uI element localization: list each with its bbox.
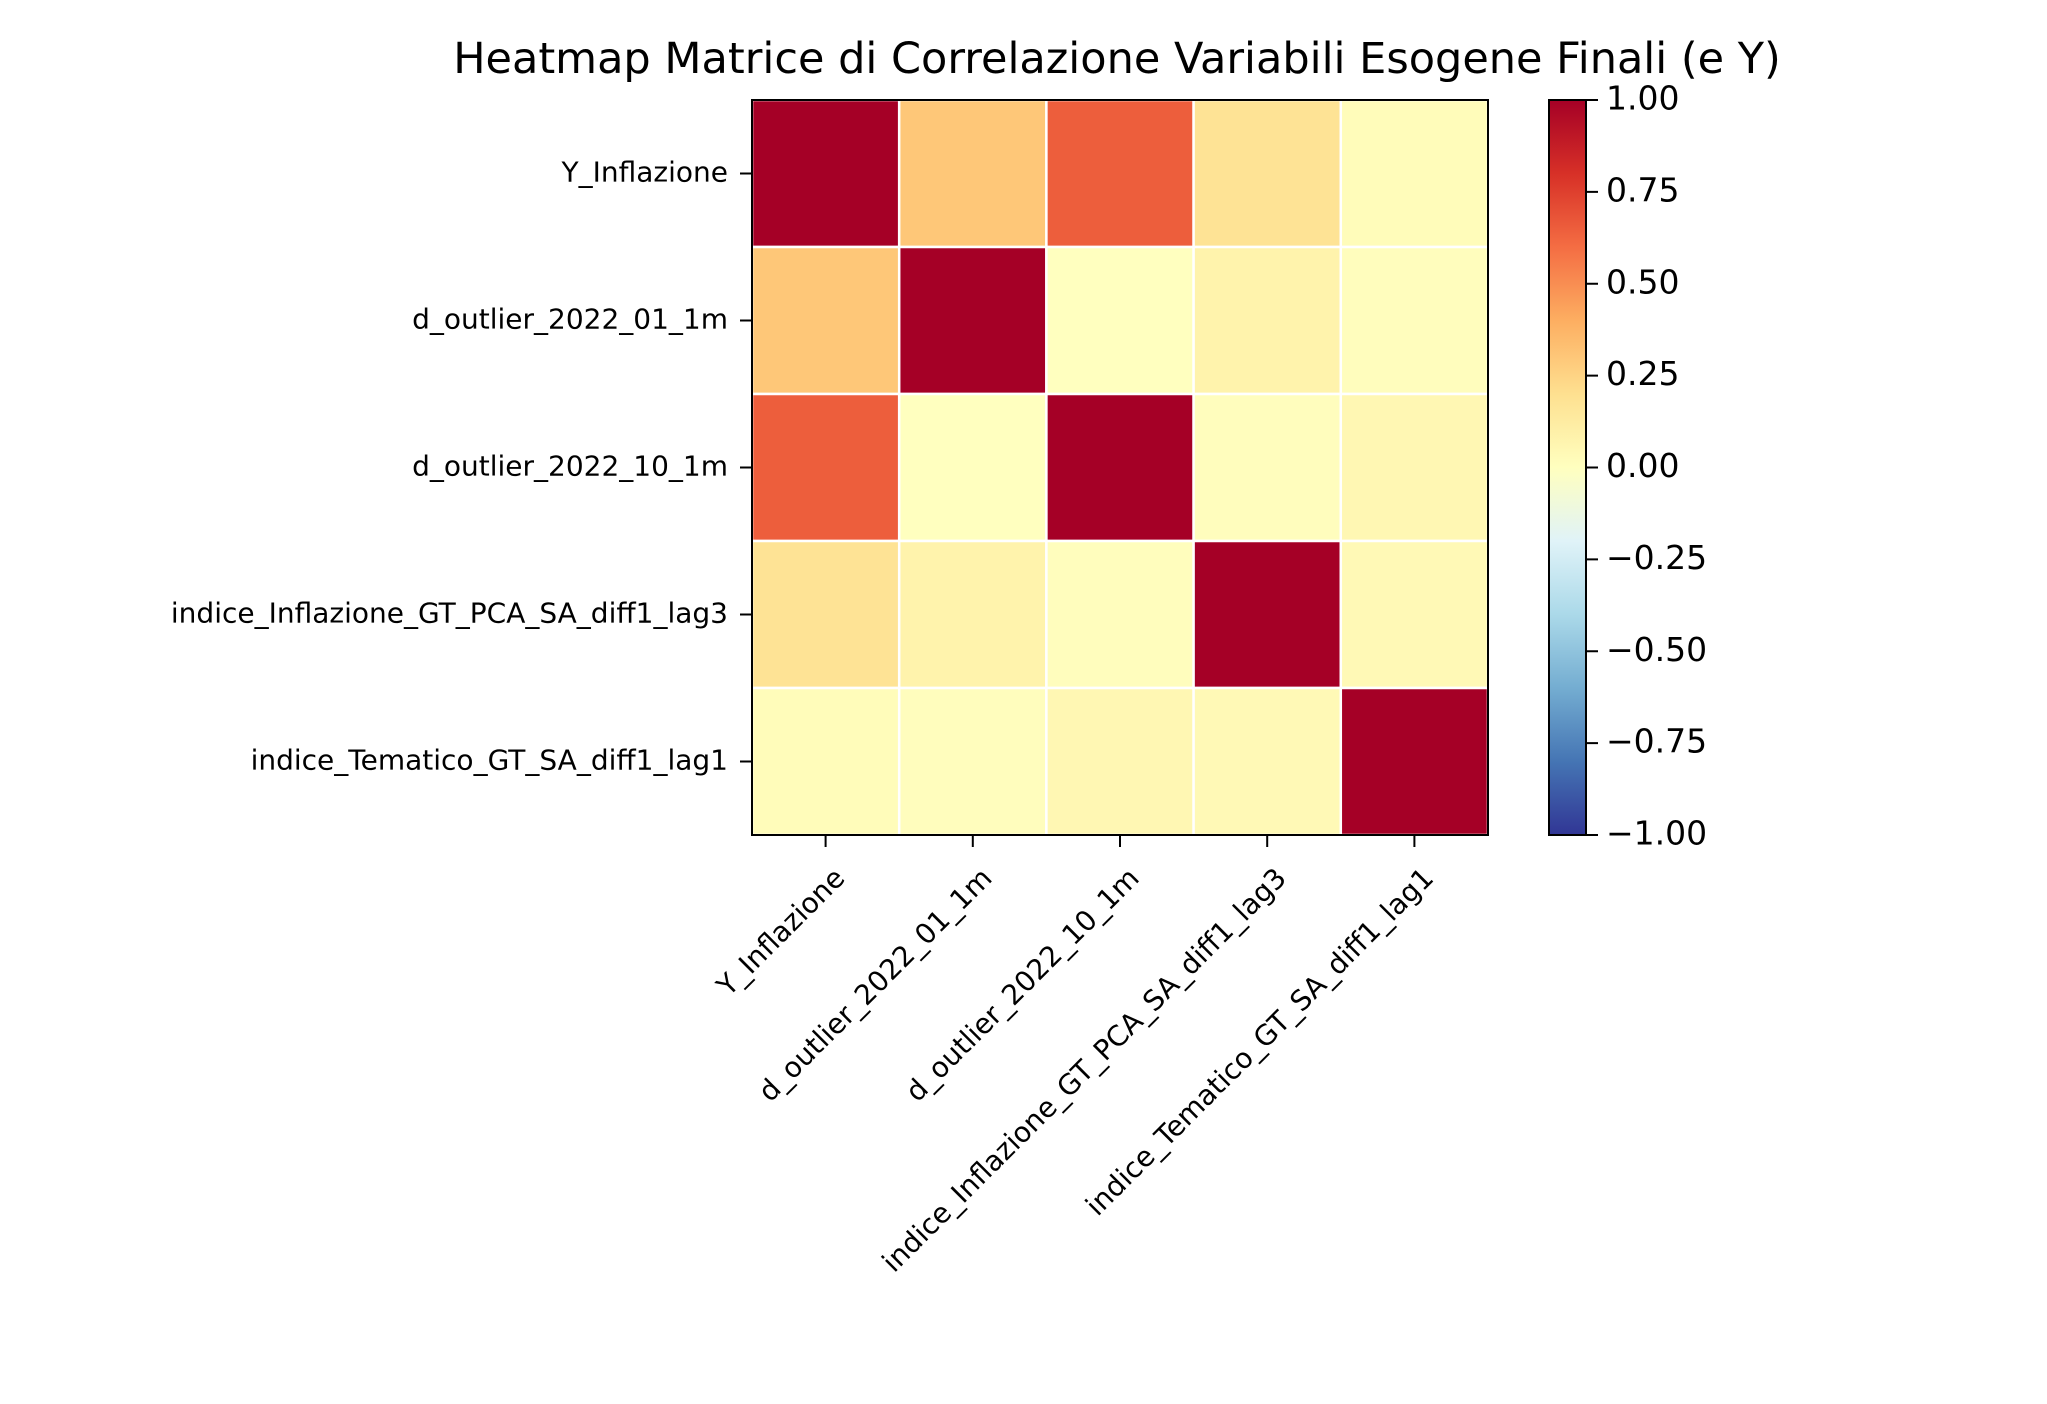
y-tick-label: Y_Inflazione xyxy=(561,156,728,189)
colorbar xyxy=(1548,99,1587,836)
x-axis: Y_Inflazioned_outlier_2022_01_1md_outlie… xyxy=(709,835,1440,1279)
heatmap-cell xyxy=(1045,245,1195,396)
y-tick-label: indice_Tematico_GT_SA_diff1_lag1 xyxy=(251,744,728,777)
heatmap-cell xyxy=(750,539,901,690)
colorbar-tick-label: −0.50 xyxy=(1606,630,1707,669)
x-tick-label: d_outlier_2022_01_1m xyxy=(752,861,999,1108)
heatmap-cell xyxy=(897,245,1048,396)
colorbar-tick-label: −1.00 xyxy=(1606,814,1707,853)
x-tick-label: d_outlier_2022_10_1m xyxy=(899,861,1146,1108)
colorbar-tick-label: 1.00 xyxy=(1606,79,1679,118)
heatmap-cell xyxy=(1045,539,1195,690)
heatmap-cell xyxy=(897,686,1048,837)
heatmap-cell xyxy=(1045,98,1195,249)
heatmap-cell xyxy=(1192,98,1343,249)
colorbar-tick-label: 0.25 xyxy=(1606,354,1679,393)
heatmap-cell xyxy=(897,539,1048,690)
heatmap-cell xyxy=(750,392,901,543)
colorbar-axis: 1.00 0.75 0.50 0.25 0.00 −0.25 −0.50 −0.75 −1.00 xyxy=(1586,79,1707,853)
heatmap-cell xyxy=(1339,245,1490,396)
colorbar-tick-label: 0.75 xyxy=(1606,170,1679,209)
colorbar-tick-label: 0.00 xyxy=(1606,446,1679,485)
heatmap-cell xyxy=(750,245,901,396)
colorbar-tick-label: 0.50 xyxy=(1606,262,1679,301)
heatmap-cell xyxy=(1339,98,1490,249)
heatmap-cells xyxy=(750,98,1490,837)
y-axis: Y_Inflazione d_outlier_2022_01_1m d_outlie… xyxy=(171,156,752,777)
heatmap-cell xyxy=(1192,686,1343,837)
chart-title: Heatmap Matrice di Correlazione Variabil… xyxy=(453,34,1781,84)
heatmap-cell xyxy=(897,392,1048,543)
y-tick-label: d_outlier_2022_10_1m xyxy=(412,450,728,483)
heatmap-cell xyxy=(1192,245,1343,396)
y-tick-label: d_outlier_2022_01_1m xyxy=(412,303,728,336)
heatmap-cell xyxy=(1339,392,1490,543)
heatmap-cell xyxy=(1045,686,1195,837)
heatmap-cell xyxy=(1339,539,1490,690)
heatmap-cell xyxy=(750,686,901,837)
x-tick-label: Y_Inflazione xyxy=(709,861,851,1003)
heatmap-cell xyxy=(750,98,901,249)
heatmap-cell xyxy=(1192,539,1343,690)
heatmap-cell xyxy=(897,98,1048,249)
heatmap-cell xyxy=(1339,686,1490,837)
y-tick-label: indice_Inflazione_GT_PCA_SA_diff1_lag3 xyxy=(171,597,728,630)
colorbar-tick-label: −0.75 xyxy=(1606,722,1707,761)
colorbar-tick-label: −0.25 xyxy=(1606,538,1707,577)
heatmap-cell xyxy=(1192,392,1343,543)
heatmap-cell xyxy=(1045,392,1195,543)
